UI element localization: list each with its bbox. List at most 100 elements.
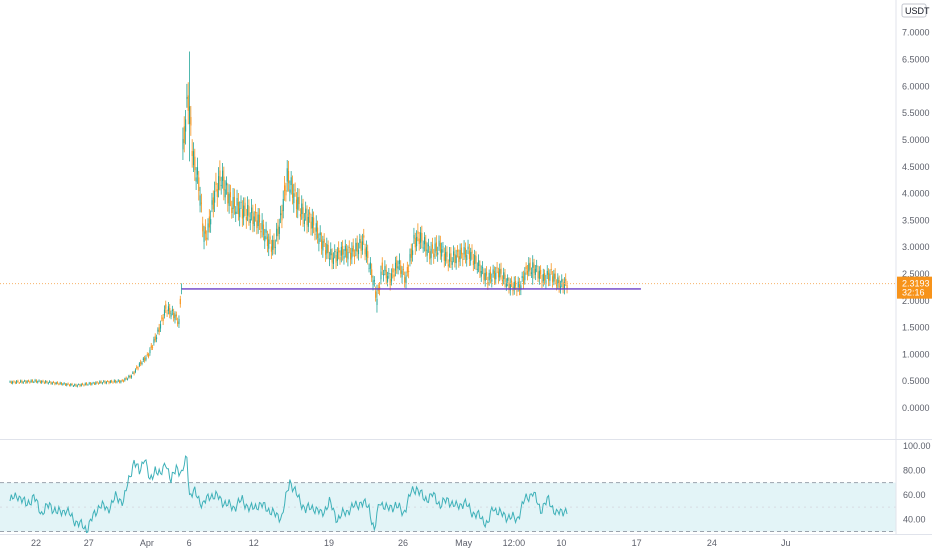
price-tick-label: 0.5000: [902, 376, 930, 386]
candle: [309, 206, 311, 223]
candle: [30, 379, 32, 383]
candle: [185, 110, 187, 145]
candle: [232, 188, 234, 219]
candle: [92, 381, 94, 384]
candle: [51, 381, 53, 385]
candle: [536, 259, 538, 273]
candle: [129, 374, 131, 379]
candle: [286, 160, 288, 192]
candle: [82, 382, 84, 386]
candle: [148, 352, 150, 359]
time-tick-label: 6: [187, 538, 192, 548]
candle: [472, 253, 474, 272]
candle: [367, 244, 369, 265]
candle: [194, 148, 196, 181]
time-tick-label: Apr: [140, 538, 154, 548]
candle: [57, 381, 59, 385]
candle: [107, 380, 109, 383]
candle: [522, 270, 525, 290]
candle: [484, 268, 486, 287]
time-tick-label: 17: [632, 538, 642, 548]
candle: [273, 233, 275, 255]
time-tick-label: 10: [556, 538, 566, 548]
candle: [326, 237, 328, 260]
candle: [99, 380, 101, 385]
candle: [27, 379, 30, 383]
candle: [53, 380, 55, 384]
candle: [348, 240, 350, 254]
candle: [272, 235, 274, 256]
candle: [26, 380, 28, 384]
rsi-line: [9, 455, 568, 534]
candle: [313, 211, 315, 234]
candle: [72, 384, 74, 387]
candle: [236, 189, 238, 215]
currency-label-text: USDT: [905, 6, 930, 16]
currency-label[interactable]: USDT: [901, 3, 930, 18]
candle: [183, 116, 185, 153]
candle: [170, 310, 172, 320]
candle: [360, 235, 362, 259]
candle: [104, 380, 106, 385]
candle: [278, 218, 280, 240]
candle: [224, 180, 226, 204]
candle: [336, 247, 338, 267]
candle: [521, 271, 523, 282]
rsi-axis[interactable]: 100.00 80.00 60.00 40.00: [895, 440, 931, 534]
candle: [422, 240, 424, 253]
candle: [262, 219, 265, 241]
candle: [86, 382, 88, 386]
candle: [289, 180, 291, 202]
candle: [538, 266, 540, 285]
candle: [158, 323, 160, 336]
candle: [295, 192, 298, 218]
rsi-tick-label: 80.00: [903, 465, 926, 475]
candle: [499, 263, 501, 282]
candle: [544, 269, 546, 285]
candle: [75, 383, 77, 388]
price-axis[interactable]: 7.0000 6.5000 6.0000 5.5000 5.0000 4.5000 4.00…: [895, 0, 932, 440]
candle: [493, 266, 496, 285]
candle: [136, 365, 138, 370]
price-tick-label: 1.5000: [902, 323, 930, 333]
candle: [480, 265, 482, 282]
price-tick-label: 2.0000: [902, 296, 930, 306]
candle: [130, 374, 133, 379]
candle: [178, 315, 180, 328]
candle: [314, 227, 316, 241]
price-tick-label: 5.0000: [902, 135, 930, 145]
candle: [338, 241, 340, 260]
candle: [103, 379, 105, 383]
candle: [293, 183, 295, 213]
candle: [435, 235, 437, 257]
candle: [456, 245, 459, 258]
candle: [264, 228, 266, 249]
candle: [199, 186, 201, 213]
candle: [156, 334, 158, 343]
candle: [397, 260, 399, 275]
candle: [318, 233, 320, 252]
candle: [497, 267, 499, 284]
candle: [162, 313, 164, 326]
candle: [43, 381, 45, 385]
candle: [359, 233, 361, 249]
candle: [455, 249, 457, 270]
candle: [222, 162, 224, 189]
candle: [423, 232, 426, 252]
candle: [525, 262, 527, 275]
candle: [557, 273, 559, 289]
time-axis[interactable]: 22 27 Apr 6 12 19 26 May 12:00 10 17 24 Ju: [0, 534, 932, 549]
candle: [381, 257, 383, 275]
candle: [335, 249, 337, 269]
candle: [113, 379, 115, 383]
candle: [331, 248, 333, 270]
candle: [488, 269, 490, 286]
candle: [63, 382, 65, 385]
candle: [553, 269, 555, 286]
candle: [21, 379, 23, 384]
candle: [120, 380, 122, 384]
candle: [59, 381, 61, 385]
price-tick-label: 6.0000: [902, 81, 930, 91]
candle: [240, 195, 242, 210]
